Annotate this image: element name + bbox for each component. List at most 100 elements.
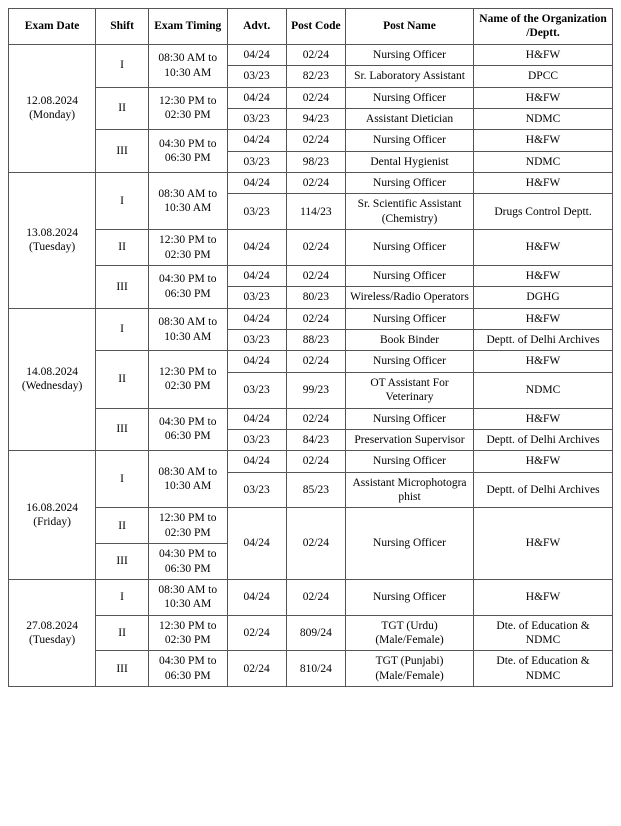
table-row: 16.08.2024 (Friday) I 08:30 AM to 10:30 … [9, 451, 613, 472]
cell-postname: Assistant Microphotogra phist [345, 472, 473, 508]
table-row: II 12:30 PM to 02:30 PM 04/24 02/24 Nurs… [9, 230, 613, 266]
cell-org: NDMC [474, 108, 613, 129]
table-row: II 12:30 PM to 02:30 PM 04/24 02/24 Nurs… [9, 508, 613, 544]
cell-timing: 08:30 AM to 10:30 AM [148, 44, 227, 87]
cell-postname: Preservation Supervisor [345, 429, 473, 450]
cell-postname: Dental Hygienist [345, 151, 473, 172]
cell-shift: III [96, 265, 149, 308]
cell-advt: 04/24 [227, 308, 286, 329]
header-advt: Advt. [227, 9, 286, 45]
table-row: 14.08.2024 (Wednesday) I 08:30 AM to 10:… [9, 308, 613, 329]
cell-advt: 04/24 [227, 451, 286, 472]
cell-postname: Nursing Officer [345, 173, 473, 194]
cell-postname: TGT (Urdu) (Male/Female) [345, 615, 473, 651]
cell-postcode: 809/24 [286, 615, 345, 651]
header-org: Name of the Organization /Deptt. [474, 9, 613, 45]
cell-org: Deptt. of Delhi Archives [474, 429, 613, 450]
cell-postname: OT Assistant For Veterinary [345, 372, 473, 408]
cell-postcode: 98/23 [286, 151, 345, 172]
cell-timing: 12:30 PM to 02:30 PM [148, 351, 227, 408]
cell-postname: Nursing Officer [345, 230, 473, 266]
cell-timing: 04:30 PM to 06:30 PM [148, 544, 227, 580]
cell-org: H&FW [474, 308, 613, 329]
cell-org: H&FW [474, 408, 613, 429]
cell-postcode: 02/24 [286, 408, 345, 429]
cell-postname: Book Binder [345, 330, 473, 351]
cell-postcode: 810/24 [286, 651, 345, 687]
cell-org: H&FW [474, 579, 613, 615]
table-row: II 12:30 PM to 02:30 PM 04/24 02/24 Nurs… [9, 351, 613, 372]
cell-postname: Assistant Dietician [345, 108, 473, 129]
cell-org: NDMC [474, 151, 613, 172]
cell-postname: Nursing Officer [345, 44, 473, 65]
cell-postname: Nursing Officer [345, 265, 473, 286]
cell-shift: I [96, 579, 149, 615]
cell-postcode: 02/24 [286, 87, 345, 108]
cell-postcode: 80/23 [286, 287, 345, 308]
cell-timing: 12:30 PM to 02:30 PM [148, 230, 227, 266]
cell-org: H&FW [474, 44, 613, 65]
cell-shift: II [96, 230, 149, 266]
table-row: 27.08.2024 (Tuesday) I 08:30 AM to 10:30… [9, 579, 613, 615]
table-row: II 12:30 PM to 02:30 PM 02/24 809/24 TGT… [9, 615, 613, 651]
cell-shift: III [96, 544, 149, 580]
cell-date: 13.08.2024 (Tuesday) [9, 173, 96, 309]
cell-timing: 04:30 PM to 06:30 PM [148, 265, 227, 308]
table-row: III 04:30 PM to 06:30 PM 04/24 02/24 Nur… [9, 265, 613, 286]
cell-date: 12.08.2024 (Monday) [9, 44, 96, 172]
table-row: III 04:30 PM to 06:30 PM 04/24 02/24 Nur… [9, 408, 613, 429]
cell-shift: I [96, 308, 149, 351]
cell-advt: 03/23 [227, 108, 286, 129]
header-date: Exam Date [9, 9, 96, 45]
cell-postcode: 02/24 [286, 130, 345, 151]
cell-date: 27.08.2024 (Tuesday) [9, 579, 96, 686]
cell-postname: Sr. Scientific Assistant (Chemistry) [345, 194, 473, 230]
cell-timing: 12:30 PM to 02:30 PM [148, 87, 227, 130]
cell-timing: 08:30 AM to 10:30 AM [148, 308, 227, 351]
cell-advt: 04/24 [227, 408, 286, 429]
cell-postcode: 02/24 [286, 308, 345, 329]
cell-org: Dte. of Education & NDMC [474, 615, 613, 651]
cell-shift: III [96, 651, 149, 687]
cell-postname: Nursing Officer [345, 579, 473, 615]
cell-postname: Nursing Officer [345, 308, 473, 329]
cell-org: Deptt. of Delhi Archives [474, 472, 613, 508]
cell-timing: 12:30 PM to 02:30 PM [148, 508, 227, 544]
table-row: III 04:30 PM to 06:30 PM 02/24 810/24 TG… [9, 651, 613, 687]
cell-timing: 08:30 AM to 10:30 AM [148, 451, 227, 508]
cell-postname: Nursing Officer [345, 130, 473, 151]
cell-postcode: 02/24 [286, 173, 345, 194]
cell-postname: Nursing Officer [345, 408, 473, 429]
cell-advt: 04/24 [227, 130, 286, 151]
cell-postname: Wireless/Radio Operators [345, 287, 473, 308]
cell-org: NDMC [474, 372, 613, 408]
cell-postcode: 02/24 [286, 579, 345, 615]
cell-timing: 12:30 PM to 02:30 PM [148, 615, 227, 651]
cell-postcode: 02/24 [286, 451, 345, 472]
cell-advt: 03/23 [227, 287, 286, 308]
cell-advt: 04/24 [227, 265, 286, 286]
table-row: III 04:30 PM to 06:30 PM 04/24 02/24 Nur… [9, 130, 613, 151]
cell-timing: 04:30 PM to 06:30 PM [148, 651, 227, 687]
cell-postcode: 02/24 [286, 351, 345, 372]
cell-org: Dte. of Education & NDMC [474, 651, 613, 687]
cell-date: 14.08.2024 (Wednesday) [9, 308, 96, 451]
cell-shift: II [96, 508, 149, 544]
cell-org: H&FW [474, 451, 613, 472]
cell-org: H&FW [474, 508, 613, 580]
cell-org: Drugs Control Deptt. [474, 194, 613, 230]
cell-org: H&FW [474, 130, 613, 151]
header-postname: Post Name [345, 9, 473, 45]
cell-postname: Nursing Officer [345, 451, 473, 472]
cell-timing: 04:30 PM to 06:30 PM [148, 408, 227, 451]
cell-postcode: 02/24 [286, 265, 345, 286]
header-row: Exam Date Shift Exam Timing Advt. Post C… [9, 9, 613, 45]
cell-shift: I [96, 451, 149, 508]
cell-org: H&FW [474, 173, 613, 194]
cell-advt: 03/23 [227, 472, 286, 508]
cell-org: H&FW [474, 230, 613, 266]
cell-org: H&FW [474, 351, 613, 372]
header-postcode: Post Code [286, 9, 345, 45]
cell-postcode: 88/23 [286, 330, 345, 351]
cell-advt: 03/23 [227, 151, 286, 172]
